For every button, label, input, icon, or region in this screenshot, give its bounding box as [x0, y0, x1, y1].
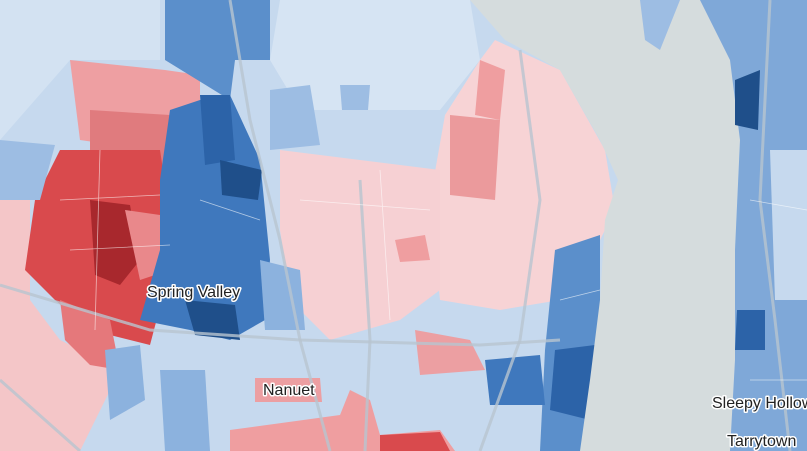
- precinct: [640, 0, 680, 50]
- precinct: [475, 60, 505, 120]
- precinct: [140, 95, 270, 340]
- precinct: [0, 150, 120, 451]
- precinct: [450, 115, 500, 200]
- precinct: [0, 0, 160, 140]
- road: [358, 179, 372, 451]
- precinct: [0, 140, 55, 200]
- precinct: [415, 330, 485, 375]
- precinct-border: [59, 149, 807, 381]
- precinct: [485, 355, 545, 405]
- precinct: [700, 0, 807, 451]
- road: [478, 49, 542, 451]
- precinct: [380, 432, 450, 451]
- precinct: [185, 300, 240, 340]
- precinct: [395, 235, 430, 262]
- precinct: [735, 70, 760, 130]
- precinct: [200, 95, 235, 165]
- precinct: [165, 0, 270, 100]
- precinct: [270, 85, 320, 150]
- precinct: [550, 345, 595, 420]
- precinct: [260, 260, 305, 330]
- precinct: [270, 0, 480, 110]
- precinct: [340, 85, 370, 110]
- river: [470, 0, 740, 451]
- place-label: Nanuet: [263, 382, 315, 399]
- road: [758, 0, 792, 451]
- precinct: [105, 345, 145, 420]
- precinct: [280, 150, 440, 340]
- road: [0, 378, 81, 451]
- precinct: [160, 370, 210, 451]
- place-label: Spring Valley: [147, 284, 240, 301]
- precinct: [735, 310, 765, 350]
- road: [228, 0, 332, 451]
- precinct: [255, 378, 322, 402]
- precinct: [60, 300, 120, 370]
- precinct: [770, 150, 807, 300]
- precinct: [220, 160, 262, 200]
- place-label: Sleepy Hollow: [712, 395, 807, 412]
- place-label: Tarrytown: [727, 433, 796, 450]
